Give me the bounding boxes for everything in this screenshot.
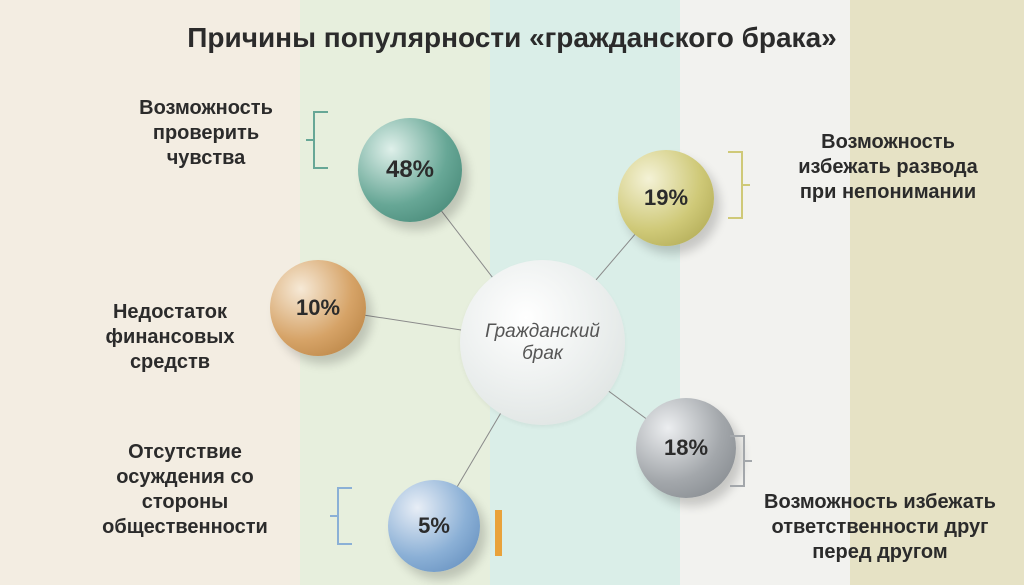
bracket-n18	[726, 434, 754, 488]
accent-bar	[495, 510, 502, 556]
bubble-value: 10%	[296, 295, 340, 321]
bracket-n5	[328, 486, 356, 546]
bubble-value: 19%	[644, 185, 688, 211]
bubble-n18: 18%	[636, 398, 736, 498]
bubble-n10: 10%	[270, 260, 366, 356]
bracket-n48	[304, 110, 332, 170]
page-title: Причины популярности «гражданского брака…	[0, 22, 1024, 54]
bubble-label-n5: Отсутствиеосуждения состороныобщественно…	[70, 440, 300, 540]
bubble-n5: 5%	[388, 480, 480, 572]
infographic-stage: Причины популярности «гражданского брака…	[0, 0, 1024, 585]
bubble-value: 18%	[664, 435, 708, 461]
bubble-label-n10: Недостатокфинансовыхсредств	[70, 300, 270, 375]
bubble-label-n18: Возможность избежатьответственности друг…	[740, 490, 1020, 565]
bracket-n19	[724, 150, 752, 220]
bubble-label-n48: Возможностьпроверитьчувства	[96, 96, 316, 171]
bubble-value: 5%	[418, 513, 450, 539]
bubble-value: 48%	[386, 156, 434, 184]
center-circle-label: Гражданскийбрак	[485, 321, 600, 365]
bubble-n48: 48%	[358, 118, 462, 222]
bubble-n19: 19%	[618, 150, 714, 246]
center-circle: Гражданскийбрак	[460, 260, 625, 425]
bubble-label-n19: Возможностьизбежать разводапри непониман…	[768, 130, 1008, 205]
